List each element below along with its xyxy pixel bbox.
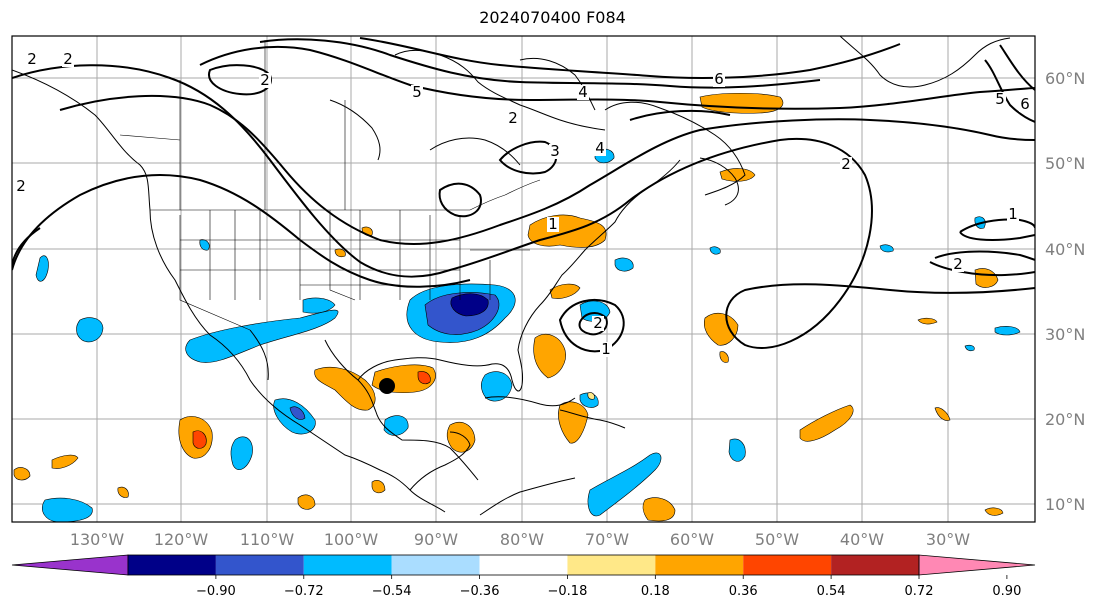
contour-4 (199, 45, 1035, 110)
lon-label: 80°W (500, 530, 544, 549)
contour-2-west (12, 64, 1035, 349)
contour-label: 2 (27, 50, 37, 68)
contour-6 (359, 37, 901, 79)
anomaly-shading (13, 92, 1021, 522)
storm-center-marker (379, 378, 395, 394)
lon-label: 50°W (755, 530, 799, 549)
lon-label: 60°W (670, 530, 714, 549)
colorbar-segment (567, 555, 656, 575)
latitude-labels: 60°N 50°N 40°N 30°N 20°N 10°N (1045, 69, 1085, 514)
longitude-labels: 130°W 120°W 110°W 100°W 90°W 80°W 70°W 60°W 50°W… (70, 530, 970, 549)
lat-label: 20°N (1045, 410, 1085, 429)
colorbar-segment (743, 555, 832, 575)
contour-label: 6 (714, 70, 724, 88)
contour-label: 1 (601, 340, 611, 358)
colorbar: −0.90 −0.72 −0.54 −0.36 −0.18 0.18 0.36 0.54 0.7… (11, 554, 1036, 599)
contour-1-atlantic (558, 299, 625, 353)
map-frame (11, 35, 1036, 523)
lon-label: 120°W (154, 530, 209, 549)
colorbar-segment (655, 555, 744, 575)
lat-label: 30°N (1045, 325, 1085, 344)
colorbar-segment (303, 555, 392, 575)
lon-label: 90°W (414, 530, 458, 549)
colorbar-tick-label: −0.72 (284, 584, 324, 599)
contour-label: 5 (412, 83, 422, 101)
lon-label: 130°W (70, 530, 125, 549)
lon-label: 110°W (240, 530, 295, 549)
contour-label: 6 (1020, 95, 1030, 113)
colorbar-extend-min (11, 554, 129, 576)
colorbar-segment (128, 555, 216, 575)
coastlines (12, 36, 1011, 516)
contour-label: 2 (953, 255, 963, 273)
lon-label: 30°W (926, 530, 970, 549)
contour-label: 2 (16, 177, 26, 195)
map-area (12, 36, 1035, 522)
colorbar-tick-label: 0.54 (817, 584, 846, 599)
contour-label: 2 (593, 314, 603, 332)
colorbar-tick-label: 0.90 (992, 584, 1021, 599)
graticule (12, 36, 1035, 522)
contour-label: 1 (548, 215, 558, 233)
contour-label: 4 (595, 139, 605, 157)
colorbar-segment (831, 555, 919, 575)
colorbar-tick-label: −0.90 (196, 584, 236, 599)
contour-lines (12, 37, 1035, 353)
political-borders (119, 40, 541, 331)
contour-label: 2 (260, 71, 270, 89)
colorbar-extend-max (918, 554, 1036, 576)
lat-label: 50°N (1045, 154, 1085, 173)
colorbar-tick-label: −0.54 (372, 584, 412, 599)
lat-label: 40°N (1045, 240, 1085, 259)
contour-label: 4 (578, 83, 588, 101)
colorbar-tick-label: 0.36 (729, 584, 758, 599)
lat-label: 10°N (1045, 495, 1085, 514)
colorbar-segment (391, 555, 480, 575)
colorbar-tick-label: 0.18 (641, 584, 670, 599)
colorbar-segment (479, 555, 568, 575)
contour-5 (259, 38, 821, 89)
contour-label: 5 (995, 90, 1005, 108)
contour-3 (59, 94, 1035, 245)
lon-label: 70°W (585, 530, 629, 549)
lat-label: 60°N (1045, 69, 1085, 88)
contour-label: 2 (841, 155, 851, 173)
contour-label: 3 (550, 142, 560, 160)
contour-2-high (208, 64, 272, 96)
map-title: 2024070400 F084 (479, 8, 626, 27)
contour-label: 1 (1008, 205, 1018, 223)
contour-label: 2 (63, 50, 73, 68)
colorbar-tick-label: −0.18 (548, 584, 588, 599)
negative-anomaly-sw-us (185, 309, 339, 363)
contour-label: 2 (508, 109, 518, 127)
lon-label: 40°W (840, 530, 884, 549)
colorbar-tick-label: −0.36 (460, 584, 500, 599)
contour-1-west (12, 174, 471, 288)
lon-label: 100°W (324, 530, 379, 549)
colorbar-segment (215, 555, 304, 575)
colorbar-tick-label: 0.72 (905, 584, 934, 599)
